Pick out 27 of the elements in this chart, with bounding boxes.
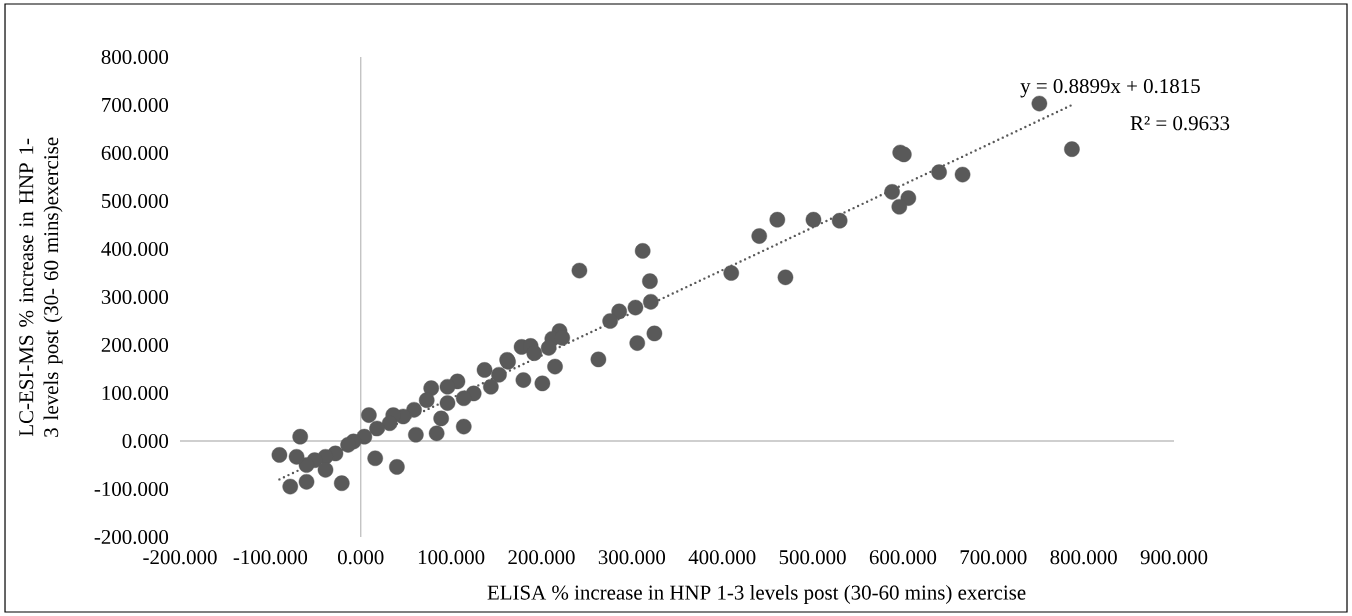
y-tick-label: -200.000 <box>94 529 169 545</box>
annotation: R² = 0.9633 <box>1130 116 1230 131</box>
x-tick-label: 800.000 <box>1050 550 1117 565</box>
x-tick-label: -200.000 <box>143 550 217 565</box>
y-tick-label: 800.000 <box>101 49 169 65</box>
x-tick-label: 100.000 <box>418 550 485 565</box>
x-tick-label: 900.000 <box>1140 550 1208 565</box>
y-axis-title: LC-ESI-MS % increase in HNP 1-3 levels post (30- 60 mins)exercise <box>19 137 63 437</box>
y-tick-label: 700.000 <box>102 97 169 113</box>
y-tick-label: 200.000 <box>101 337 169 353</box>
x-tick-label: 500.000 <box>779 550 846 565</box>
y-tick-label: 500.000 <box>102 193 169 209</box>
annotation: y = 0.8899x + 0.1815 <box>1020 78 1200 98</box>
y-tick-label: -100.000 <box>94 481 169 497</box>
x-tick-label: 300.000 <box>598 550 666 565</box>
x-tick-label: 700.000 <box>960 550 1027 565</box>
x-tick-label: 400.000 <box>688 550 756 565</box>
y-tick-label: 0.000 <box>122 433 169 449</box>
y-tick-label: 100.000 <box>102 385 169 401</box>
y-tick-label: 600.000 <box>101 145 169 161</box>
x-tick-label: 200.000 <box>508 550 575 565</box>
x-axis-title: ELISA % increase in HNP 1-3 levels post (30-60 mins) exercise <box>487 584 1026 604</box>
x-tick-label: -100.000 <box>233 550 308 565</box>
y-tick-label: 400.000 <box>101 241 169 257</box>
x-tick-label: 600.000 <box>869 550 937 565</box>
x-tick-label: 0.000 <box>338 550 384 565</box>
y-tick-label: 300.000 <box>101 289 169 305</box>
